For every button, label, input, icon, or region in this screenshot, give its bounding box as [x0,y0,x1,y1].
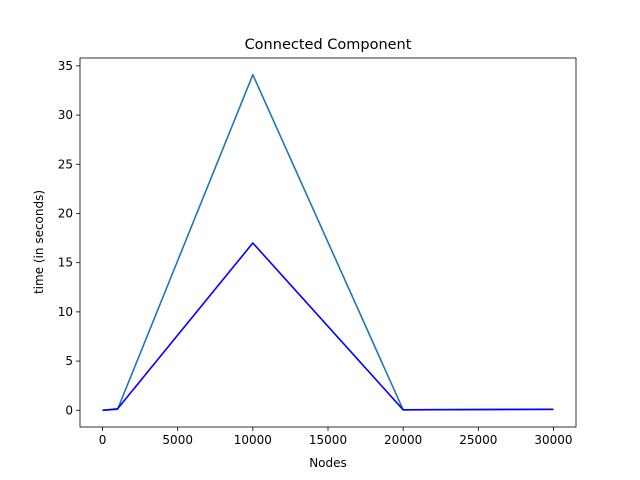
plot-frame [79,57,577,428]
y-tick-label: 25 [58,157,73,171]
y-tick-label: 10 [58,305,73,319]
x-tick-label: 10000 [234,433,272,447]
x-tick-label: 20000 [384,433,422,447]
x-axis-label: Nodes [309,456,347,470]
x-tick-label: 0 [99,433,107,447]
y-tick-label: 20 [58,206,73,220]
y-tick-label: 35 [58,59,73,73]
plot-area [102,73,554,412]
y-tick-label: 15 [58,256,73,270]
y-axis: 0 5 10 15 20 25 30 35 [58,59,80,417]
chart-title: Connected Component [245,37,412,53]
x-tick-label: 30000 [534,433,572,447]
series-line-2 [102,242,554,412]
x-tick-label: 15000 [309,433,347,447]
y-tick-label: 30 [58,108,73,122]
x-tick-label: 5000 [162,433,193,447]
series-line-1 [102,73,554,412]
y-tick-label: 5 [65,354,73,368]
x-axis: 0 5000 10000 15000 20000 25000 30000 [99,427,573,447]
y-axis-label: time (in seconds) [32,190,46,294]
y-tick-label: 0 [65,403,73,417]
x-tick-label: 25000 [459,433,497,447]
